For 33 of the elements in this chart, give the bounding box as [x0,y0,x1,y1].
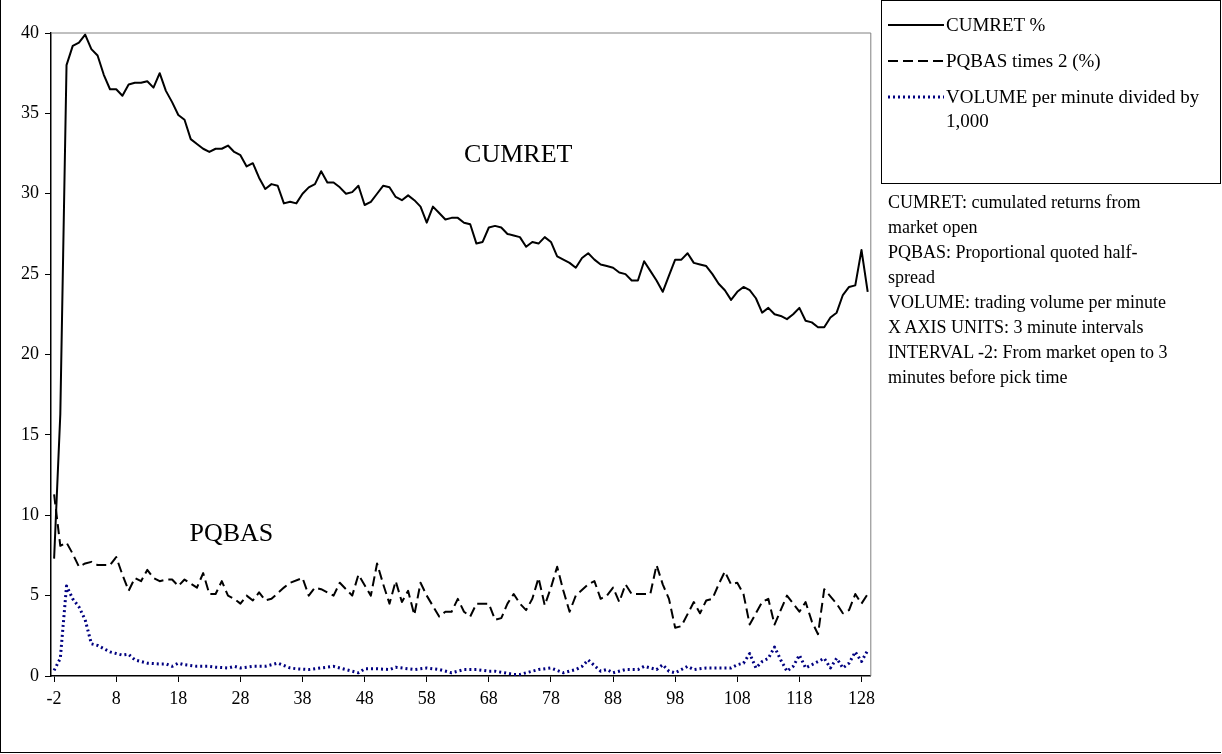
y-tick-label: 5 [30,584,39,605]
text: PQBAS: Proportional quoted half-spread [888,241,1139,289]
x-tick-label: 98 [666,687,685,708]
x-tick-label: 38 [293,687,312,708]
text: CUMRET: cumulated returns from market open [888,191,1142,239]
y-tick-label: 40 [21,21,39,42]
y-tick-label: 30 [21,182,39,203]
y-tick-label: 10 [21,503,39,524]
x-tick-label: 108 [723,687,751,708]
y-tick-label: 15 [21,423,39,444]
y-tick-label: 35 [21,102,39,123]
y-tick-label: 0 [30,664,39,685]
x-tick-label: 58 [417,687,436,708]
text: X AXIS UNITS: 3 minute intervals [888,316,1145,339]
legend-label: CUMRET % [946,13,1047,37]
annotation: CUMRET [464,139,573,168]
x-tick-label: 128 [847,687,875,708]
x-tick-label: 8 [111,687,121,708]
y-tick-label: 20 [21,343,39,364]
text: INTERVAL -2: From market open to 3 minutes before pick time [888,341,1168,389]
legend-label: VOLUME per minute divided by 1,000 [946,85,1201,133]
x-tick-label: -2 [46,687,62,708]
text: VOLUME: trading volume per minute [888,291,1167,314]
y-tick-label: 25 [21,262,39,283]
annotation: PQBAS [189,518,274,548]
x-tick-label: 68 [479,687,498,708]
legend-label: PQBAS times 2 (%) [946,49,1102,73]
x-tick-label: 48 [355,687,374,708]
x-tick-label: 88 [604,687,623,708]
x-tick-label: 118 [786,687,813,708]
x-tick-label: 18 [169,687,188,708]
x-tick-label: 28 [231,687,250,708]
x-tick-label: 78 [541,687,560,708]
